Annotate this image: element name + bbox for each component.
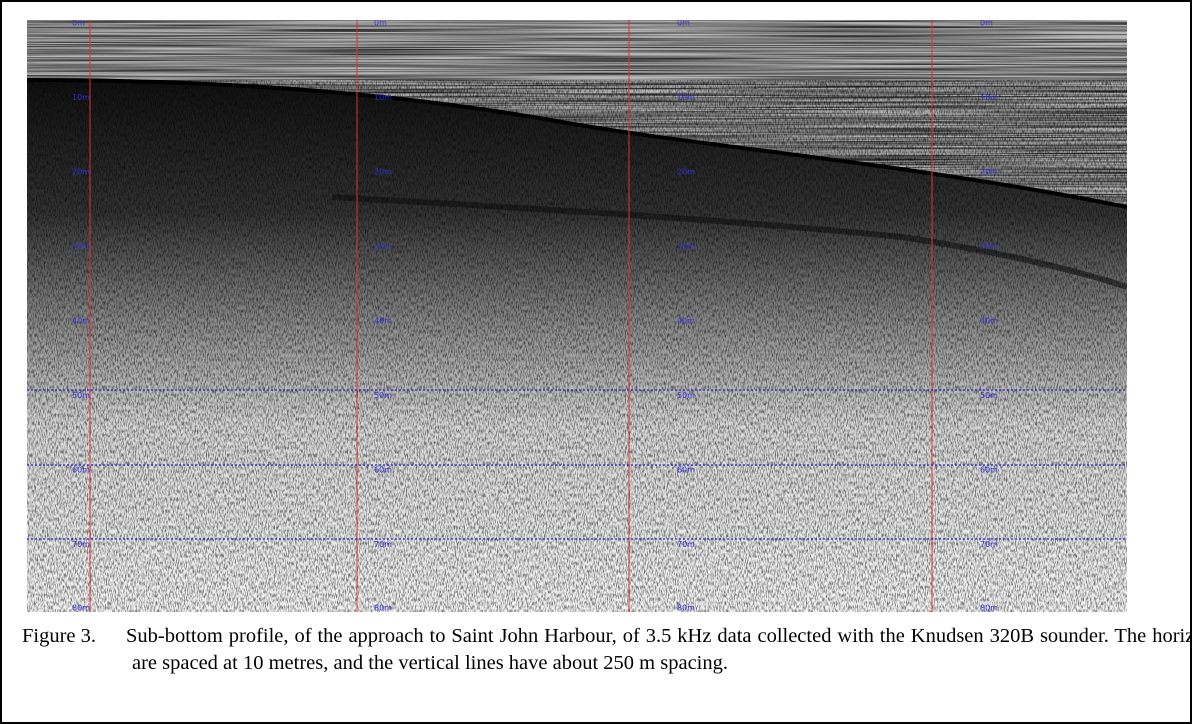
- depth-label: 40m: [677, 317, 695, 326]
- depth-label: 10m: [72, 93, 90, 102]
- depth-label: 70m: [980, 540, 998, 549]
- sub-bottom-profile: 0m 0m 0m 0m 10m 10m 10m 10m 20m 20m 20m 20m 30m 30m 30…: [27, 19, 1127, 613]
- depth-label: 50m: [677, 391, 695, 400]
- caption: Figure 3. Sub-bottom profile, of the appr…: [22, 623, 1192, 677]
- depth-label: 70m: [374, 540, 392, 549]
- depth-label: 60m: [980, 466, 998, 475]
- depth-label: 50m: [980, 391, 998, 400]
- depth-label: 50m: [374, 391, 392, 400]
- horizontal-lines: [27, 389, 1127, 540]
- depth-label: 40m: [374, 317, 392, 326]
- depth-label: 10m: [677, 93, 695, 102]
- depth-label: 20m: [980, 168, 998, 177]
- depth-label: 40m: [72, 317, 90, 326]
- depth-label: 80m: [980, 604, 998, 613]
- depth-label: 30m: [677, 242, 695, 251]
- echogram: 0m 0m 0m 0m 10m 10m 10m 10m 20m 20m 20m 20m 30m 30m 30…: [27, 19, 1127, 613]
- depth-label: 60m: [72, 466, 90, 475]
- depth-label: 80m: [677, 604, 695, 613]
- figure-label: Figure 3.: [22, 625, 97, 647]
- depth-label: 30m: [72, 242, 90, 251]
- depth-label: 30m: [374, 242, 392, 251]
- depth-label: 10m: [374, 93, 392, 102]
- depth-label: 70m: [677, 540, 695, 549]
- depth-label: 20m: [72, 168, 90, 177]
- depth-label: 80m: [374, 604, 392, 613]
- depth-label: 10m: [980, 93, 998, 102]
- vertical-lines: [89, 20, 933, 612]
- depth-label: 0m: [980, 19, 993, 28]
- caption-text: Sub-bottom profile, of the approach to S…: [126, 625, 1192, 674]
- depth-label: 40m: [980, 317, 998, 326]
- depth-label: 0m: [677, 19, 690, 28]
- depth-label: 50m: [72, 391, 90, 400]
- depth-label: 30m: [980, 242, 998, 251]
- depth-labels: 0m 0m 0m 0m 10m 10m 10m 10m 20m 20m 20m 20m 30m 30m 30…: [72, 19, 998, 613]
- depth-label: 60m: [677, 466, 695, 475]
- depth-label: 60m: [374, 466, 392, 475]
- depth-label: 70m: [72, 540, 90, 549]
- depth-label: 20m: [677, 168, 695, 177]
- depth-label: 0m: [72, 19, 85, 28]
- depth-label: 20m: [374, 168, 392, 177]
- depth-label: 0m: [374, 19, 387, 28]
- depth-label: 80m: [72, 604, 90, 613]
